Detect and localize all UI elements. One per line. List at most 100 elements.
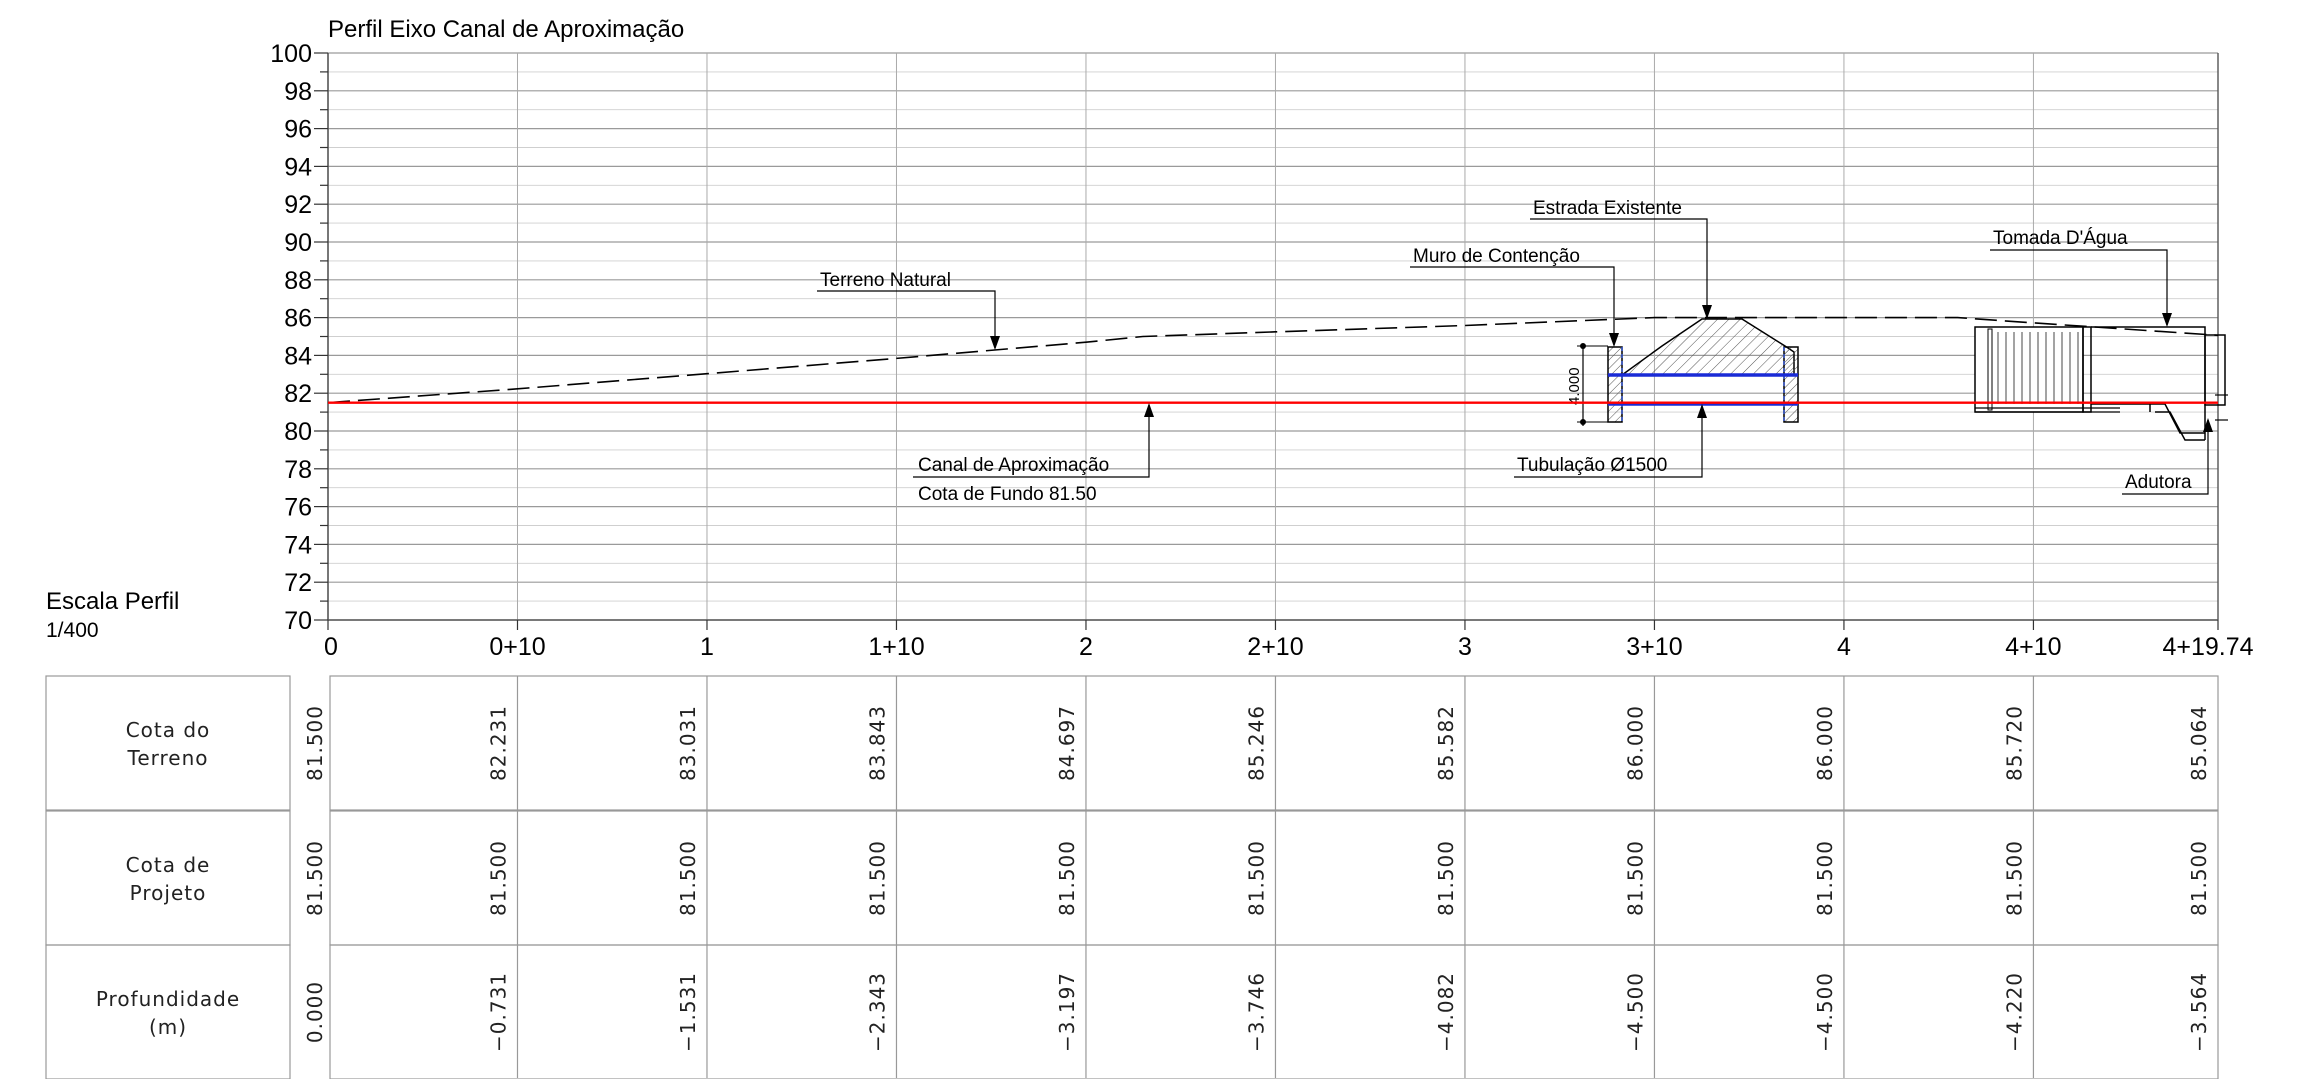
x-tick-label: 1 [700, 633, 714, 661]
muro-leader [1410, 266, 1615, 345]
x-tick-label: 0 [324, 633, 338, 661]
y-tick-label: 88 [284, 267, 312, 295]
adutora-label: Adutora [2125, 472, 2192, 493]
dimension-4m: 4.000 [1566, 343, 1608, 426]
y-tick-label: 80 [284, 418, 312, 446]
annotations: Terreno Natural Canal de Aproximação Cot… [817, 198, 2213, 505]
table-cell-value: 85.246 [1244, 705, 1268, 781]
y-tick-label: 70 [284, 607, 312, 635]
table-cell-value: 86.000 [1623, 705, 1647, 781]
x-tick-label: 4+10 [2005, 633, 2061, 661]
table-row-label: Cota do [126, 718, 211, 742]
table-cell-value: −4.220 [2002, 972, 2026, 1052]
table-cell-value: 85.582 [1434, 705, 1458, 781]
table-cell-value: −2.343 [865, 972, 889, 1052]
table-row-label: Terreno [127, 746, 209, 770]
table-cell-value: −1.531 [676, 972, 700, 1052]
table-cell-value: −3.197 [1055, 972, 1079, 1052]
table-row-label: (m) [149, 1015, 187, 1039]
table-cell-value: −4.500 [1813, 972, 1837, 1052]
y-tick-label: 72 [284, 569, 312, 597]
table-cell-value: 81.500 [865, 840, 889, 916]
table-cell-value: 81.500 [1055, 840, 1079, 916]
y-tick-label: 78 [284, 456, 312, 484]
table-cell-value: 85.064 [2187, 705, 2211, 781]
table-cell-value: −0.731 [486, 972, 510, 1052]
table-label-cell [45, 675, 291, 811]
table-row-label: Profundidade [96, 987, 240, 1011]
x-tick-label: 3 [1458, 633, 1472, 661]
tomada-label: Tomada D'Água [1993, 228, 2128, 249]
x-tick-label: 1+10 [868, 633, 924, 661]
table-cell-value: 82.231 [486, 705, 510, 781]
table-cell-value: 81.500 [2187, 840, 2211, 916]
x-tick-label: 4 [1837, 633, 1851, 661]
terreno-label: Terreno Natural [820, 270, 951, 291]
canal-leader [913, 405, 1150, 478]
table-cell-value: 81.500 [1244, 840, 1268, 916]
table-cell-value: 81.500 [303, 840, 327, 916]
drawing-title: Perfil Eixo Canal de Aproximação [328, 16, 684, 43]
table-cell-value: 85.720 [2002, 705, 2026, 781]
x-tick-label: 2+10 [1247, 633, 1303, 661]
y-tick-label: 98 [284, 78, 312, 106]
y-tick-label: 86 [284, 305, 312, 333]
scale-value: 1/400 [46, 619, 99, 642]
y-tick-label: 74 [284, 531, 312, 559]
table-value-row [329, 810, 2219, 946]
chart-grid [327, 52, 2219, 621]
table-cell-value: 81.500 [303, 705, 327, 781]
table-row-label: Cota de [126, 853, 211, 877]
x-tick-label: 3+10 [1626, 633, 1682, 661]
adutora-leader [2122, 420, 2209, 495]
estrada-label: Estrada Existente [1533, 198, 1682, 219]
intake-structure [1974, 326, 2228, 441]
table-cell-value: 83.843 [865, 705, 889, 781]
table-cell-value: 86.000 [1813, 705, 1837, 781]
table-cell-value: 81.500 [2002, 840, 2026, 916]
chart-series [327, 316, 2219, 404]
profile-table: Cota do Terreno Cota de Projeto Profundidade… [45, 675, 2219, 1079]
table-cell-value: 81.500 [676, 840, 700, 916]
road-embankment [1619, 318, 1795, 376]
structures: 4.000 [1566, 318, 2228, 441]
table-cell-value: −4.500 [1623, 972, 1647, 1052]
x-tick-label: 2 [1079, 633, 1093, 661]
table-cell-value: 83.031 [676, 705, 700, 781]
y-tick-label: 100 [270, 40, 312, 68]
table-cell-value: −3.564 [2187, 972, 2211, 1052]
table-cell-value: 81.500 [1813, 840, 1837, 916]
table-value-row [329, 675, 2219, 811]
tomada-leader [1990, 249, 2168, 325]
canal-label-1: Canal de Aproximação [918, 455, 1109, 476]
y-axis: 70 72 74 76 78 80 82 84 86 88 90 92 94 96 98 100 [270, 40, 328, 635]
y-tick-label: 84 [284, 342, 312, 370]
x-tick-label: 4+19.74 [2162, 633, 2253, 661]
retaining-wall-left [1607, 346, 1623, 423]
table-cell-value: 81.500 [1434, 840, 1458, 916]
y-tick-label: 96 [284, 116, 312, 144]
table-value-row [329, 944, 2219, 1079]
canal-label-2: Cota de Fundo 81.50 [918, 484, 1097, 505]
y-tick-label: 94 [284, 153, 312, 181]
x-axis: 0 0+10 1 1+10 2 2+10 3 3+10 4 4+10 4+19.74 [324, 620, 2254, 661]
table-row-label: Projeto [130, 881, 207, 905]
y-tick-label: 90 [284, 229, 312, 257]
tubulacao-label: Tubulação Ø1500 [1517, 455, 1667, 476]
y-tick-label: 82 [284, 380, 312, 408]
y-tick-label: 92 [284, 191, 312, 219]
table-cell-value: 84.697 [1055, 705, 1079, 781]
table-cell-value: −3.746 [1244, 972, 1268, 1052]
table-cell-value: 81.500 [1623, 840, 1647, 916]
x-tick-label: 0+10 [489, 633, 545, 661]
retaining-wall-right [1783, 346, 1799, 423]
scale-label: Escala Perfil [46, 588, 179, 615]
y-tick-label: 76 [284, 494, 312, 522]
tubulacao-leader [1514, 406, 1703, 478]
estrada-leader [1530, 218, 1708, 317]
terrain-line [327, 316, 2219, 404]
table-cell-value: 81.500 [486, 840, 510, 916]
table-cell-value: 0.000 [303, 981, 327, 1043]
muro-label: Muro de Contenção [1413, 246, 1580, 267]
